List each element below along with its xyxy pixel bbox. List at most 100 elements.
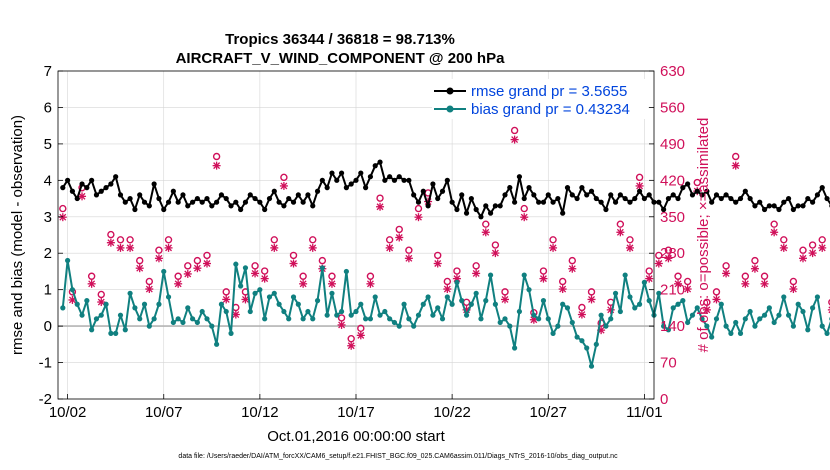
rmse-point	[492, 203, 498, 209]
possible-obs-marker	[568, 256, 576, 265]
rmse-point	[175, 199, 181, 205]
y-tick-label-left: -1	[39, 355, 52, 372]
bias-point	[747, 308, 753, 315]
rmse-point	[473, 206, 479, 213]
possible-obs-marker	[145, 277, 154, 286]
assimilated-obs-marker	[347, 341, 356, 350]
rmse-point	[204, 195, 210, 202]
bias-point	[550, 330, 556, 336]
rmse-point	[329, 170, 335, 176]
bias-point	[497, 319, 503, 326]
rmse-point	[603, 206, 609, 213]
possible-obs-marker	[318, 256, 327, 265]
y-tick-label-left: 2	[44, 245, 52, 262]
rmse-point	[151, 181, 157, 187]
series-layer	[58, 126, 830, 369]
possible-obs-marker	[558, 277, 567, 286]
rmse-point	[497, 203, 503, 209]
rmse-point	[675, 195, 681, 202]
rmse-point	[608, 192, 614, 198]
possible-obs-marker	[260, 267, 269, 275]
bias-point	[627, 294, 633, 300]
bias-point	[199, 308, 205, 315]
rmse-point	[334, 177, 340, 183]
rmse-point	[805, 195, 811, 202]
bias-point	[175, 316, 181, 322]
bias-point	[161, 268, 167, 275]
bias-point	[603, 323, 609, 329]
y-tick-label-right: 280	[660, 245, 685, 262]
rmse-point	[574, 195, 580, 202]
rmse-point	[401, 177, 407, 183]
bias-point	[723, 323, 729, 329]
assimilated-obs-marker	[241, 295, 250, 304]
bias-point	[785, 312, 792, 318]
rmse-point	[377, 159, 383, 165]
possible-obs-marker	[174, 272, 182, 280]
rmse-point	[560, 210, 566, 216]
rmse-point	[286, 195, 292, 202]
possible-obs-marker	[337, 314, 346, 322]
bias-point	[737, 330, 744, 336]
possible-obs-marker	[664, 246, 673, 254]
bias-point	[463, 312, 470, 318]
bias-point	[353, 308, 359, 315]
rmse-point	[766, 203, 772, 209]
assimilated-obs-marker	[818, 243, 827, 252]
possible-obs-marker	[395, 225, 403, 234]
possible-obs-marker	[693, 178, 701, 187]
rmse-point	[180, 192, 186, 198]
bias-point	[593, 341, 599, 347]
bias-point	[531, 312, 537, 318]
rmse-point	[353, 177, 359, 183]
bias-point	[468, 301, 474, 307]
rmse-point	[233, 199, 239, 205]
rmse-point	[781, 199, 787, 205]
rmse-point	[60, 185, 66, 191]
possible-obs-marker	[453, 267, 461, 275]
rmse-point	[449, 199, 455, 205]
possible-obs-marker	[347, 335, 355, 343]
bias-point	[151, 316, 157, 322]
bias-point	[478, 316, 484, 322]
bias-point	[69, 287, 76, 293]
bias-point	[670, 305, 676, 311]
assimilated-obs-marker	[87, 279, 96, 288]
bias-point	[65, 257, 71, 264]
rmse-point	[276, 199, 282, 205]
bias-point	[814, 294, 821, 300]
bias-point	[608, 316, 614, 322]
assimilated-obs-marker	[106, 238, 115, 247]
bias-point	[569, 319, 575, 326]
possible-obs-marker	[251, 262, 259, 270]
bias-point	[305, 308, 311, 315]
possible-obs-marker	[770, 220, 778, 228]
rmse-point	[564, 185, 571, 191]
bias-point	[718, 301, 724, 307]
bias-point	[622, 272, 628, 278]
rmse-point	[146, 203, 152, 209]
bias-point	[396, 323, 402, 329]
assimilated-obs-marker	[520, 213, 529, 222]
bias-point	[204, 316, 210, 322]
possible-obs-marker	[164, 236, 173, 244]
bias-point	[146, 323, 152, 329]
possible-obs-marker	[472, 262, 480, 270]
possible-obs-marker	[212, 152, 221, 161]
assimilated-obs-marker	[770, 228, 779, 237]
rmse-point	[319, 177, 325, 183]
bias-point	[103, 301, 109, 307]
rmse-point	[814, 192, 821, 198]
assimilated-obs-marker	[510, 135, 519, 144]
x-tick-label: 10/12	[241, 404, 279, 421]
bias-point	[487, 272, 494, 278]
bias-point	[290, 294, 297, 300]
bias-point	[790, 323, 796, 329]
rmse-point	[757, 199, 763, 205]
legend: rmse grand pr = 3.5655 bias grand pr = 0…	[432, 79, 648, 119]
rmse-point	[74, 195, 80, 202]
rmse-point	[670, 192, 676, 198]
rmse-point	[209, 203, 215, 209]
bias-point	[516, 308, 523, 315]
